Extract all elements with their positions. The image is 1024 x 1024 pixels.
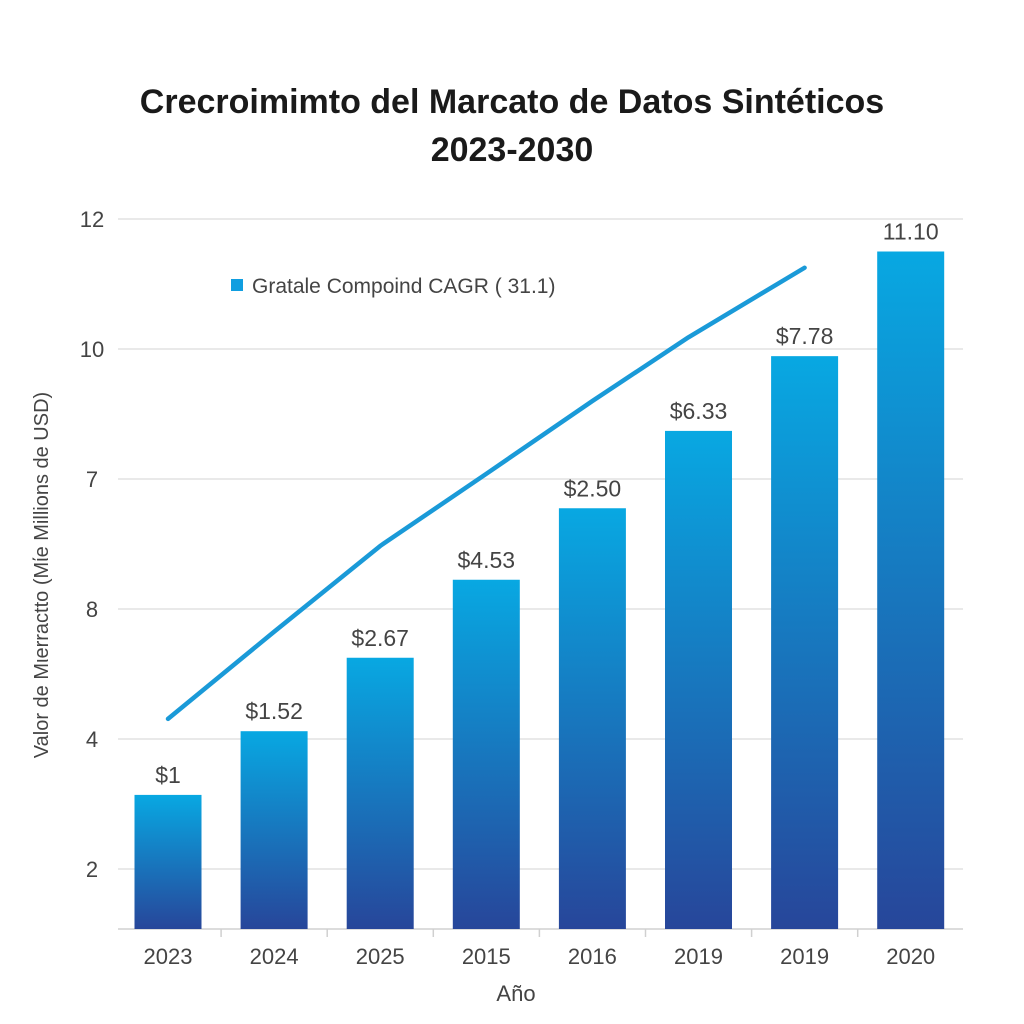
y-tick-label: 2 [86, 857, 98, 882]
data-label: $2.67 [351, 625, 409, 651]
chart-title-line-2: 2023-2030 [430, 131, 594, 169]
data-label: $7.78 [776, 323, 834, 349]
bar [452, 579, 520, 929]
y-tick-label: 12 [80, 207, 104, 232]
y-tick-label: 8 [86, 597, 98, 622]
bar [665, 430, 732, 929]
data-label: $1.52 [245, 698, 303, 724]
y-axis-title: Valor de Mιerractto (Mίe Millions de USD… [31, 392, 53, 758]
x-axis-title: Año [496, 981, 535, 1006]
y-tick-label: 7 [86, 467, 98, 492]
x-tick-label: 2019 [674, 944, 723, 969]
x-tick-label: 2016 [568, 944, 617, 969]
x-tick-label: 2015 [462, 944, 511, 969]
x-tick-label: 2020 [886, 944, 935, 969]
x-tick-label: 2023 [144, 944, 193, 969]
bar [240, 731, 308, 929]
bar [346, 657, 414, 929]
y-tick-label: 10 [80, 337, 104, 362]
data-label: 11.10 [883, 219, 939, 245]
data-label: $2.50 [564, 475, 622, 501]
trend-line [165, 265, 807, 722]
legend: Gratale Compoind CAGR ( 31.1) [231, 275, 555, 298]
bar [558, 508, 626, 929]
chart-title: Crecroimimto del Marcato de Datos Sintét… [0, 78, 1024, 174]
bar [771, 356, 839, 929]
y-axis-ticks: 2 4 8 7 10 12 [80, 207, 104, 882]
legend-label: Gratale Compoind CAGR ( 31.1) [252, 275, 555, 298]
chart-title-line-1: Crecroimimto del Marcato de Datos Sintét… [139, 83, 885, 121]
x-tick-label: 2024 [250, 944, 299, 969]
x-tick-label: 2019 [780, 944, 829, 969]
y-tick-label: 4 [86, 727, 98, 752]
x-tick-label: 2025 [356, 944, 405, 969]
data-label: $6.33 [670, 398, 728, 424]
legend-marker [231, 279, 243, 291]
bars: $1 $1.52 $2.67 $4.53 $2.50 $6.33 $7.78 11.10 [134, 219, 945, 929]
x-axis-labels: 2023 2024 2025 2015 2016 2019 2019 2020 [144, 929, 935, 969]
data-label: $1 [155, 762, 181, 788]
data-label: $4.53 [458, 547, 516, 573]
bar [134, 794, 202, 929]
bar [877, 251, 945, 929]
